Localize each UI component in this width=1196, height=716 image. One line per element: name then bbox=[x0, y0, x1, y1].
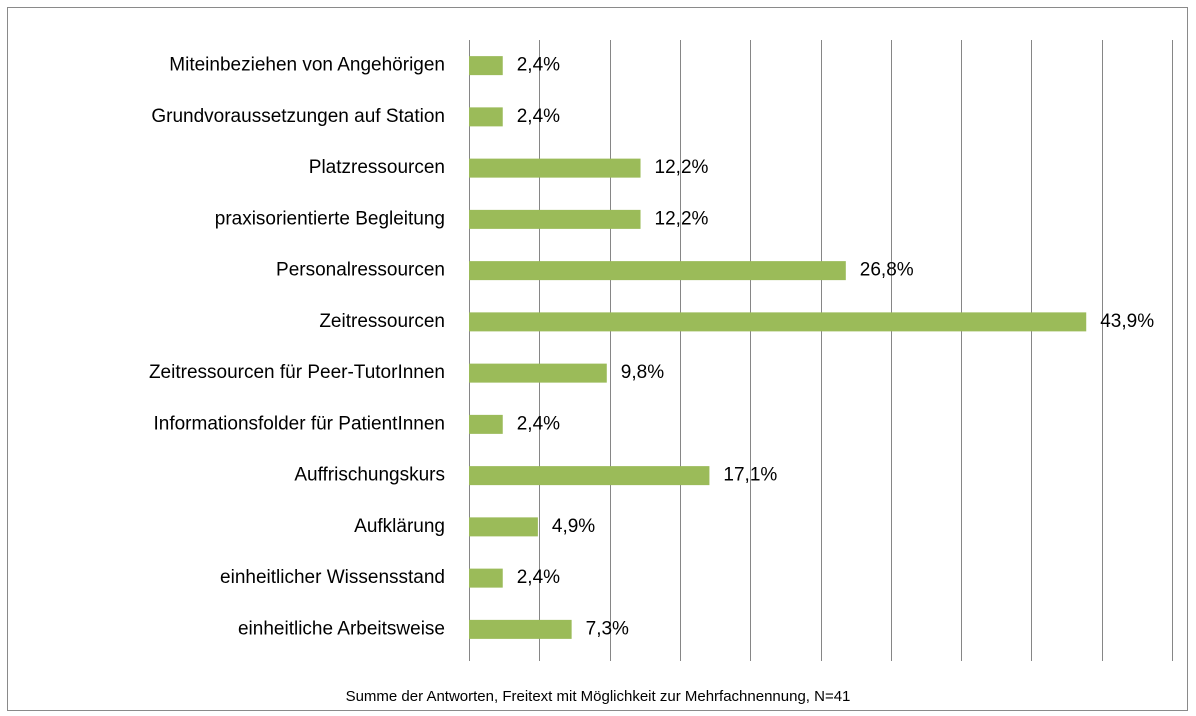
y-tick-label: Aufklärung bbox=[354, 516, 445, 537]
y-tick-label: Informationsfolder für PatientInnen bbox=[153, 413, 445, 434]
y-tick-label: Platzressourcen bbox=[309, 157, 445, 178]
data-label: 26,8% bbox=[860, 260, 914, 281]
bar bbox=[469, 209, 641, 229]
bar bbox=[469, 363, 607, 383]
bar bbox=[469, 56, 503, 76]
bar bbox=[469, 568, 503, 588]
y-tick-label: Personalressourcen bbox=[276, 260, 445, 281]
bar bbox=[469, 312, 1087, 332]
y-tick-label: Zeitressourcen bbox=[319, 311, 445, 332]
bar bbox=[469, 158, 641, 178]
bar bbox=[469, 414, 503, 434]
data-label: 43,9% bbox=[1100, 311, 1154, 332]
bar bbox=[469, 261, 846, 281]
data-label: 12,2% bbox=[655, 157, 709, 178]
y-tick-label: einheitlicher Wissensstand bbox=[220, 567, 445, 588]
data-label: 2,4% bbox=[517, 567, 560, 588]
data-label: 2,4% bbox=[517, 55, 560, 76]
bar bbox=[469, 517, 538, 537]
y-tick-label: Grundvoraussetzungen auf Station bbox=[151, 106, 445, 127]
y-tick-label: Miteinbeziehen von Angehörigen bbox=[169, 55, 445, 76]
data-label: 9,8% bbox=[621, 362, 664, 383]
data-label: 7,3% bbox=[586, 618, 629, 639]
y-tick-label: Auffrischungskurs bbox=[294, 465, 445, 486]
data-label: 17,1% bbox=[723, 465, 777, 486]
y-tick-label: Zeitressourcen für Peer-TutorInnen bbox=[149, 362, 445, 383]
chart-frame bbox=[7, 7, 1188, 711]
bar bbox=[469, 619, 572, 639]
data-label: 4,9% bbox=[552, 516, 595, 537]
y-tick-label: einheitliche Arbeitsweise bbox=[238, 618, 445, 639]
data-label: 12,2% bbox=[655, 208, 709, 229]
data-label: 2,4% bbox=[517, 413, 560, 434]
bar bbox=[469, 466, 710, 486]
data-label: 2,4% bbox=[517, 106, 560, 127]
bar bbox=[469, 107, 503, 127]
y-tick-label: praxisorientierte Begleitung bbox=[215, 208, 445, 229]
chart-footnote: Summe der Antworten, Freitext mit Möglic… bbox=[346, 688, 851, 705]
